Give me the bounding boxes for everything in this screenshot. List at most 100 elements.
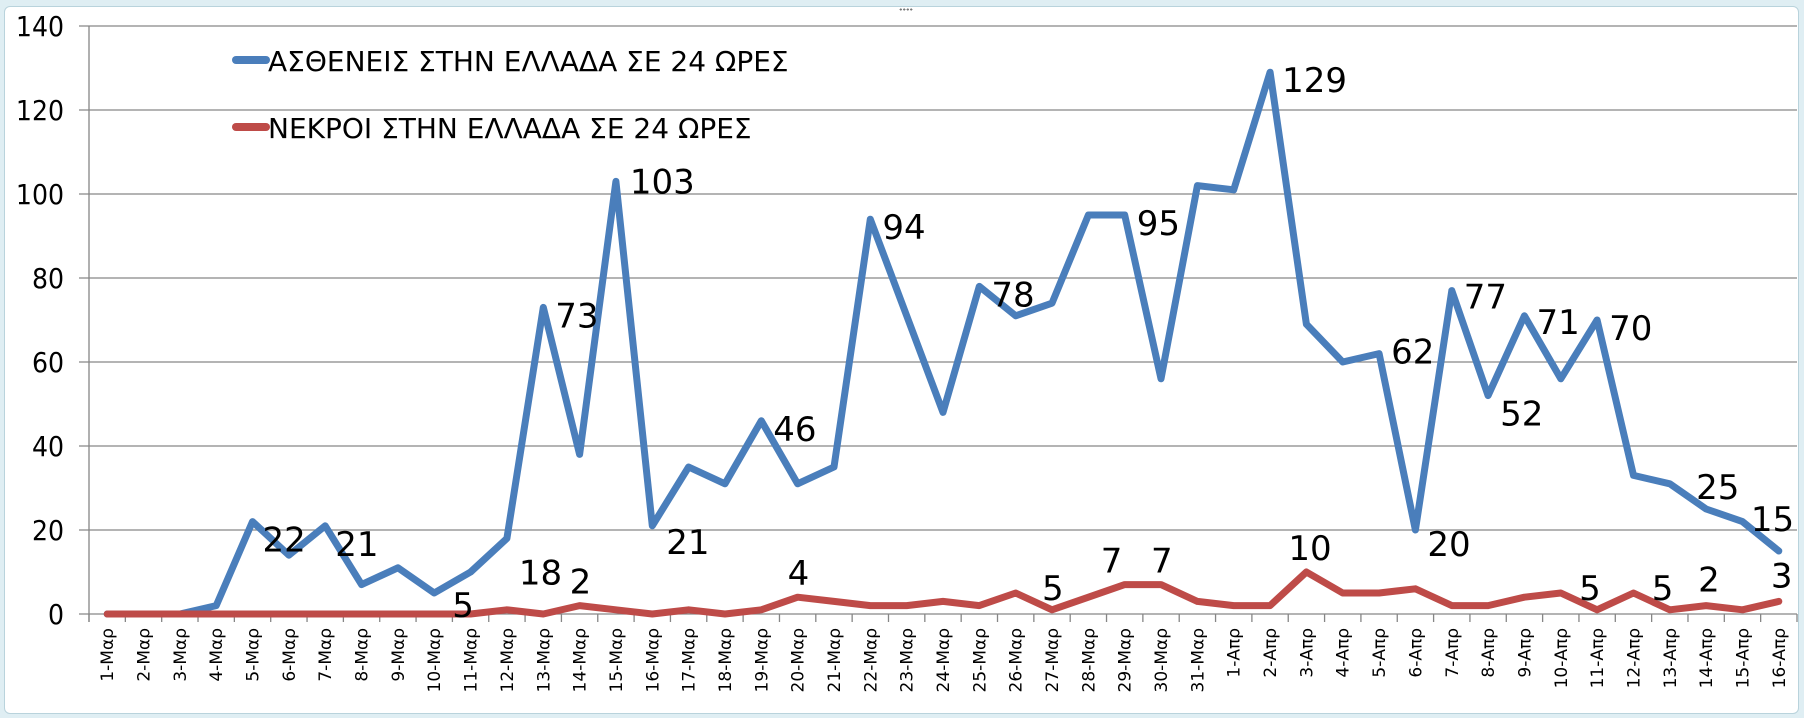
x-tick-label: 2-Μαρ [135, 628, 155, 682]
x-tick-label: 16-Απρ [1770, 628, 1790, 688]
x-tick-label: 17-Μαρ [680, 628, 700, 692]
data-label: 5 [1042, 569, 1064, 609]
data-label: 7 [1151, 542, 1173, 582]
x-tick-label: 2-Απρ [1261, 628, 1281, 678]
x-tick-label: 22-Μαρ [861, 628, 881, 692]
gridlines [79, 25, 1797, 615]
x-tick-label: 26-Μαρ [1007, 628, 1027, 692]
y-axis: 0 20 40 60 80 100 120 140 [16, 10, 90, 631]
x-tick-label: 10-Απρ [1552, 628, 1572, 688]
x-tick-label: 7-Απρ [1443, 628, 1463, 678]
x-tick-label: 12-Απρ [1624, 628, 1644, 688]
x-tick-label: 11-Απρ [1588, 628, 1608, 688]
x-tick-label: 7-Μαρ [316, 628, 336, 682]
x-tick-label: 5-Μαρ [244, 628, 264, 682]
y-tick-label: 0 [48, 598, 64, 631]
x-tick-label: 10-Μαρ [425, 628, 445, 692]
deaths-line[interactable] [103, 568, 1783, 618]
data-label: 4 [788, 554, 810, 594]
y-tick-label: 40 [32, 430, 64, 463]
data-label: 94 [882, 208, 925, 248]
y-tick-label: 140 [16, 10, 64, 43]
data-label: 46 [773, 410, 816, 450]
x-tick-label: 27-Μαρ [1043, 628, 1063, 692]
legend-label-deaths: ΝΕΚΡΟΙ ΣΤΗΝ ΕΛΛΑΔΑ ΣΕ 24 ΩΡΕΣ [268, 112, 752, 145]
data-label: 20 [1427, 525, 1470, 565]
data-label: 3 [1771, 556, 1793, 596]
y-tick-label: 80 [32, 262, 64, 295]
x-tick-label: 6-Απρ [1406, 628, 1426, 678]
data-label: 73 [555, 296, 598, 336]
x-tick-label: 15-Απρ [1733, 628, 1753, 688]
data-label: 71 [1536, 303, 1579, 343]
x-tick-label: 5-Απρ [1370, 628, 1390, 678]
data-label: 22 [263, 521, 306, 561]
legend-label-cases: ΑΣΘΕΝΕΙΣ ΣΤΗΝ ΕΛΛΑΔΑ ΣΕ 24 ΩΡΕΣ [268, 45, 789, 78]
x-tick-label: 19-Μαρ [752, 628, 772, 692]
x-tick-label: 20-Μαρ [789, 628, 809, 692]
x-tick-label: 4-Απρ [1334, 628, 1354, 678]
data-label: 21 [335, 525, 378, 565]
x-tick-label: 14-Απρ [1697, 628, 1717, 688]
x-tick-label: 8-Απρ [1479, 628, 1499, 678]
data-label: 5 [452, 586, 474, 626]
y-tick-label: 60 [32, 346, 64, 379]
data-label: 5 [1652, 569, 1674, 609]
data-label: 103 [630, 162, 695, 202]
data-label: 10 [1288, 529, 1331, 569]
data-label: 15 [1751, 500, 1794, 540]
data-label: 2 [570, 563, 592, 603]
cases-line[interactable] [103, 68, 1783, 618]
y-tick-label: 20 [32, 514, 64, 547]
legend-item-cases[interactable]: ΑΣΘΕΝΕΙΣ ΣΤΗΝ ΕΛΛΑΔΑ ΣΕ 24 ΩΡΕΣ [232, 45, 789, 78]
data-label: 52 [1500, 395, 1543, 435]
y-tick-label: 120 [16, 94, 64, 127]
x-tick-label: 12-Μαρ [498, 628, 518, 692]
data-label: 78 [991, 275, 1034, 315]
x-tick-label: 9-Μαρ [389, 628, 409, 682]
legend: ΑΣΘΕΝΕΙΣ ΣΤΗΝ ΕΛΛΑΔΑ ΣΕ 24 ΩΡΕΣ ΝΕΚΡΟΙ Σ… [232, 45, 789, 145]
x-tick-label: 4-Μαρ [207, 628, 227, 682]
x-tick-label: 16-Μαρ [643, 628, 663, 692]
x-tick-label: 13-Απρ [1661, 628, 1681, 688]
data-label: 2 [1698, 561, 1720, 601]
x-tick-label: 13-Μαρ [534, 628, 554, 692]
series-lines [103, 68, 1783, 618]
x-tick-label: 25-Μαρ [970, 628, 990, 692]
x-tick-label: 15-Μαρ [607, 628, 627, 692]
x-tick-label: 9-Απρ [1515, 628, 1535, 678]
data-label: 95 [1137, 204, 1180, 244]
x-tick-label: 1-Μαρ [98, 628, 118, 682]
x-tick-label: 29-Μαρ [1116, 628, 1136, 692]
data-label: 77 [1464, 278, 1507, 318]
chart-resize-handle[interactable] [899, 8, 913, 11]
x-tick-label: 21-Μαρ [825, 628, 845, 692]
data-label: 21 [666, 523, 709, 563]
data-label: 62 [1391, 333, 1434, 373]
x-axis: 1-Μαρ 2-Μαρ 3-Μαρ 4-Μαρ 5-Μαρ 6-Μαρ 7-Μαρ 8-Μαρ… [88, 614, 1798, 692]
x-tick-label: 28-Μαρ [1079, 628, 1099, 692]
data-label: 18 [519, 553, 562, 593]
x-tick-label: 24-Μαρ [934, 628, 954, 692]
data-label: 129 [1282, 61, 1347, 101]
x-tick-label: 8-Μαρ [353, 628, 373, 682]
x-tick-label: 23-Μαρ [898, 628, 918, 692]
data-label: 7 [1101, 542, 1123, 582]
legend-item-deaths[interactable]: ΝΕΚΡΟΙ ΣΤΗΝ ΕΛΛΑΔΑ ΣΕ 24 ΩΡΕΣ [232, 112, 752, 145]
x-tick-label: 18-Μαρ [716, 628, 736, 692]
x-tick-label: 14-Μαρ [571, 628, 591, 692]
data-label: 25 [1696, 468, 1739, 508]
x-tick-label: 6-Μαρ [280, 628, 300, 682]
data-label: 5 [1579, 569, 1601, 609]
chart-frame[interactable] [4, 6, 1799, 714]
x-tick-label: 11-Μαρ [462, 628, 482, 692]
x-tick-label: 31-Μαρ [1188, 628, 1208, 692]
data-label: 70 [1609, 309, 1652, 349]
x-tick-label: 3-Απρ [1297, 628, 1317, 678]
x-tick-label: 30-Μαρ [1152, 628, 1172, 692]
y-tick-label: 100 [16, 178, 64, 211]
x-tick-label: 1-Απρ [1225, 628, 1245, 678]
x-tick-label: 3-Μαρ [171, 628, 191, 682]
